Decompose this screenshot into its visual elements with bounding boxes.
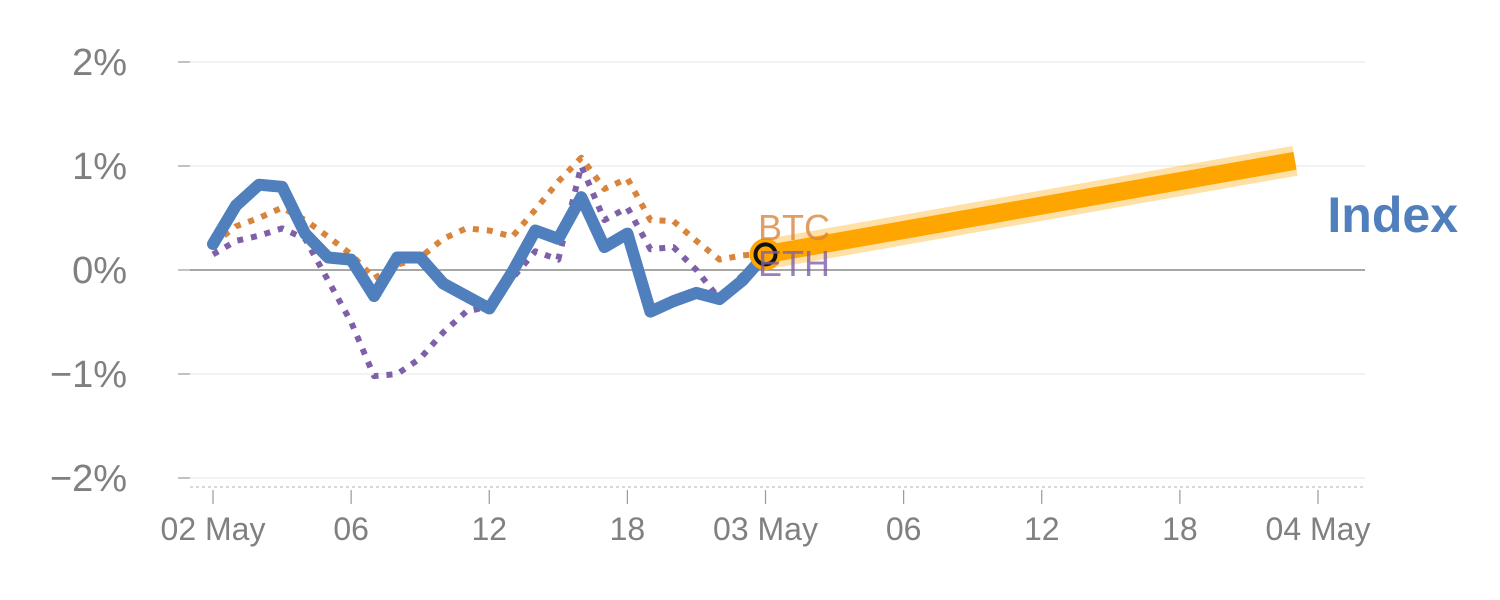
btc-label: BTC — [758, 207, 830, 248]
x-tick-label: 18 — [1162, 511, 1198, 547]
forecast-series-line — [763, 151, 1297, 264]
index-label: Index — [1327, 187, 1458, 243]
x-axis: 02 May 06 12 18 03 May 06 12 18 04 May — [161, 486, 1371, 547]
x-tick-label: 03 May — [713, 511, 818, 547]
y-axis: 2% 1% 0% −1% −2% — [50, 42, 190, 500]
x-tick-label: 04 May — [1266, 511, 1371, 547]
y-tick-label: 0% — [72, 250, 127, 292]
y-tick-label: −2% — [50, 458, 127, 500]
btc-series-line — [211, 154, 766, 282]
eth-label: ETH — [758, 243, 830, 284]
y-tick-label: 2% — [72, 42, 127, 84]
y-tick-label: 1% — [72, 146, 127, 188]
x-tick-label: 12 — [471, 511, 507, 547]
current-marker — [749, 238, 782, 271]
series — [207, 146, 1298, 380]
marker-ring — [753, 242, 778, 267]
x-tick-label: 12 — [1024, 511, 1060, 547]
x-tick-label: 06 — [333, 511, 369, 547]
eth-series-line — [211, 163, 768, 380]
x-tick-label: 06 — [886, 511, 922, 547]
y-tick-label: −1% — [50, 354, 127, 396]
index-series-line — [207, 178, 772, 318]
x-tick-label: 02 May — [161, 511, 266, 547]
x-tick-label: 18 — [610, 511, 646, 547]
